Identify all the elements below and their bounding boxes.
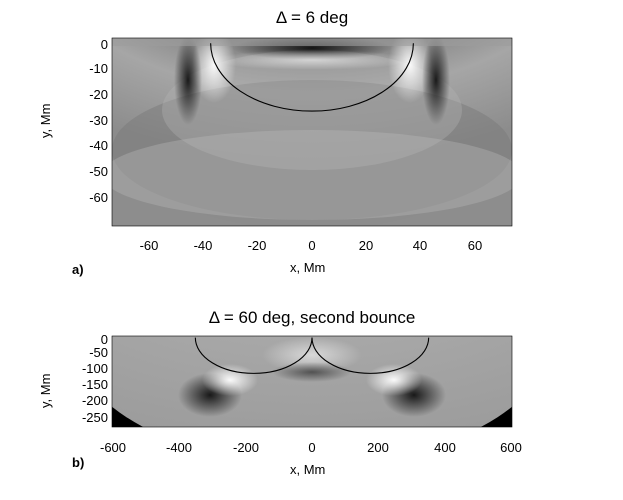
panel-b-xtick: 200 xyxy=(367,440,389,455)
panel-a-ytick: -10 xyxy=(89,61,108,76)
panel-a-wavefield xyxy=(112,38,512,226)
panel-a-ray-path xyxy=(210,43,414,112)
panel-b-ytick: -50 xyxy=(89,345,108,360)
panel-a-ytick: -50 xyxy=(89,164,108,179)
panel-b-ytick: -150 xyxy=(81,377,108,392)
panel-b-ytick: -100 xyxy=(81,361,108,376)
panel-b-title: Δ = 60 deg, second bounce xyxy=(208,308,416,327)
panel-a-title: Δ = 6 deg xyxy=(275,8,349,27)
panel-a-xtick: 60 xyxy=(467,238,483,253)
panel-b-tag: b) xyxy=(72,455,85,470)
panel-b-xtick: -200 xyxy=(232,440,260,455)
panel-a-ytick: -40 xyxy=(89,138,108,153)
panel-a-ytick: -60 xyxy=(89,190,108,205)
panel-a-ylabel: y, Mm xyxy=(38,103,53,138)
panel-a-xtick: 40 xyxy=(412,238,428,253)
panel-a-ytick: 0 xyxy=(100,37,108,52)
panel-b-xtick: -600 xyxy=(99,440,127,455)
panel-b-xtick: -400 xyxy=(165,440,193,455)
panel-a-ytick: -30 xyxy=(89,113,108,128)
panel-a-xtick: 20 xyxy=(358,238,374,253)
panel-a-frame xyxy=(111,37,513,227)
panel-b-xtick: 600 xyxy=(500,440,522,455)
panel-b-wavefield xyxy=(112,336,512,427)
panel-b-ytick: -250 xyxy=(81,410,108,425)
panel-a-xtick: 0 xyxy=(308,238,316,253)
panel-a-xtick: -60 xyxy=(139,238,159,253)
panel-b-xlabel: x, Mm xyxy=(290,462,326,477)
panel-a-tag: a) xyxy=(72,262,84,277)
panel-b-ray-path-left xyxy=(194,337,313,374)
panel-b-xtick: 400 xyxy=(434,440,456,455)
panel-b-frame xyxy=(111,335,513,428)
panel-b-xtick: 0 xyxy=(308,440,316,455)
panel-b-ytick: 0 xyxy=(100,332,108,347)
panel-a-xlabel: x, Mm xyxy=(290,260,326,275)
panel-a-xtick: -20 xyxy=(247,238,267,253)
panel-b-ylabel: y, Mm xyxy=(38,373,53,408)
panel-a-ytick: -20 xyxy=(89,87,108,102)
panel-a-xtick: -40 xyxy=(193,238,213,253)
panel-b-ray-path-right xyxy=(311,337,430,374)
panel-b-ytick: -200 xyxy=(81,393,108,408)
